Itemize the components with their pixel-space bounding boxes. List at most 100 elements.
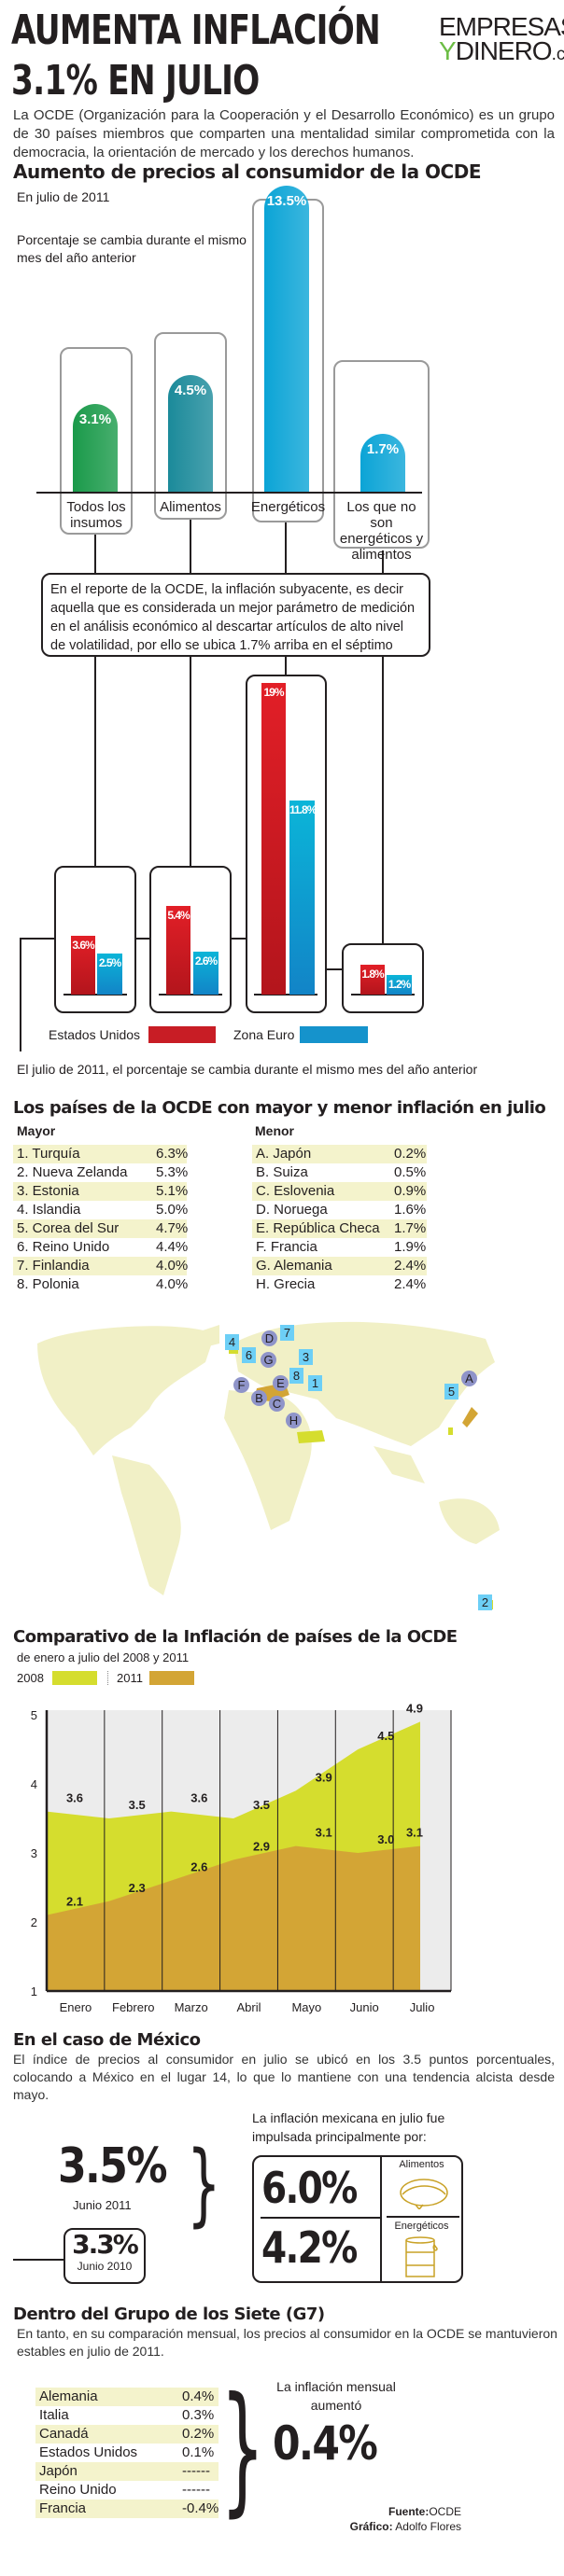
menor-label: Menor <box>255 1123 294 1138</box>
bar-us-0: 3.6% <box>71 935 95 995</box>
list-item: F. Francia 1.9% <box>252 1238 427 1257</box>
x-tick-label: Enero <box>60 2000 92 2014</box>
x-tick-label: Febrero <box>112 2000 155 2014</box>
sub-baseline <box>63 994 127 996</box>
item-value: 5.3% <box>156 1164 189 1180</box>
legend-divider <box>107 1671 108 1685</box>
baseline <box>36 492 422 494</box>
list-item: 4. Islandia 5.0% <box>13 1201 189 1219</box>
legend-2011-label: 2011 <box>117 1671 143 1685</box>
item-value: 2.4% <box>394 1258 427 1274</box>
data-label-2011: 2.1 <box>66 1895 83 1909</box>
list-item: B. Suiza 0.5% <box>252 1163 427 1182</box>
item-name: B. Suiza <box>256 1164 308 1180</box>
data-label-2008: 4.5 <box>377 1729 394 1743</box>
item-value: 5.0% <box>156 1202 189 1218</box>
list-item: 8. Polonia 4.0% <box>13 1275 189 1294</box>
title-line-2: 3.1% EN JULIO <box>11 57 260 104</box>
label-alimentos: Alimentos <box>160 499 221 515</box>
connector <box>382 657 384 943</box>
list-item: Italia 0.3% <box>35 2406 219 2425</box>
explain-box: En el reporte de la OCDE, la inflación s… <box>41 573 430 657</box>
connector <box>190 657 191 866</box>
item-name: 5. Corea del Sur <box>17 1220 120 1236</box>
data-label-2008: 4.9 <box>406 1701 423 1715</box>
connector <box>20 938 21 1051</box>
mexico-big-label: Junio 2011 <box>73 2198 132 2212</box>
connector <box>94 535 96 573</box>
x-tick-label: Junio <box>350 2000 379 2014</box>
bar-2: 13.5% <box>264 186 309 493</box>
divider <box>380 2155 382 2283</box>
legend-2008-label: 2008 <box>17 1671 44 1685</box>
mexico-driver-text: La inflación mexicana en julio fue impul… <box>252 2110 445 2144</box>
section1-note: Porcentaje se cambia durante el mismo me… <box>17 232 247 265</box>
connector <box>13 2259 63 2261</box>
graphic-line: Gráfico: Adolfo Flores <box>350 2519 461 2534</box>
list-item: 2. Nueva Zelanda 5.3% <box>13 1163 189 1182</box>
item-value: 0.9% <box>394 1183 427 1199</box>
legend-us-swatch <box>148 1026 216 1043</box>
map-marker-A: A <box>461 1371 477 1386</box>
bar-eu-2: 11.8% <box>289 801 317 995</box>
mayor-list: 1. Turquía 6.3% 2. Nueva Zelanda 5.3% 3. Est… <box>13 1145 189 1294</box>
connector <box>94 657 96 866</box>
brace-icon: } <box>187 2132 221 2236</box>
list-item: Reino Unido ------ <box>35 2481 219 2499</box>
map-marker-D: D <box>261 1330 277 1346</box>
item-name: Estados Unidos <box>39 2444 138 2460</box>
list-item: 3. Estonia 5.1% <box>13 1182 188 1201</box>
item-value: 0.5% <box>394 1164 427 1180</box>
section1-title: Aumento de precios al consumidor de la O… <box>13 160 482 183</box>
list-item: 6. Reino Unido 4.4% <box>13 1238 189 1257</box>
item-value: 2.4% <box>394 1276 427 1292</box>
item-value: 0.3% <box>182 2407 215 2423</box>
source: OCDE <box>429 2505 461 2518</box>
item-name: Reino Unido <box>39 2482 117 2498</box>
sub-baseline <box>351 994 415 996</box>
mexico-text: El índice de precios al consumidor en ju… <box>13 2052 555 2102</box>
logo-dinero: DINERO <box>455 36 553 65</box>
x-tick-label: Julio <box>410 2000 435 2014</box>
section3-title: Comparativo de la Inflación de países de… <box>13 1627 458 1647</box>
item-name: A. Japón <box>256 1146 312 1162</box>
data-label-2008: 3.6 <box>190 1791 207 1805</box>
world-map <box>37 1321 500 1609</box>
bar-us-1: 5.4% <box>166 905 190 995</box>
list-item: H. Grecia 2.4% <box>252 1275 427 1294</box>
item-name: Japón <box>39 2463 78 2479</box>
list-item: Japón ------ <box>35 2462 219 2481</box>
driver-value-energeticos: 4.2% <box>261 2222 358 2273</box>
label-todos: Todos los insumos <box>66 499 126 531</box>
connector <box>190 520 191 573</box>
item-value: 4.4% <box>156 1239 189 1255</box>
connector <box>326 968 343 970</box>
g7-table: Alemania 0.4% Italia 0.3% Canadá 0.2% Estados … <box>35 2388 219 2518</box>
map-marker-B: B <box>251 1390 267 1406</box>
driver-value-alimentos: 6.0% <box>261 2163 358 2213</box>
g7-title: Dentro del Grupo de los Siete (G7) <box>13 2304 325 2324</box>
map-marker-6: 6 <box>242 1347 256 1363</box>
data-label-2008: 3.5 <box>129 1798 146 1812</box>
bar-us-3: 1.8% <box>360 965 385 995</box>
map-marker-8: 8 <box>289 1368 303 1384</box>
list-item: Estados Unidos 0.1% <box>35 2444 219 2462</box>
item-name: Francia <box>39 2500 87 2516</box>
legend-2008-swatch <box>52 1671 97 1685</box>
g7-text: En tanto, en su comparación mensual, los… <box>17 2326 557 2359</box>
graphic-label: Gráfico: <box>349 2520 393 2533</box>
item-name: G. Alemania <box>256 1258 332 1274</box>
list-item: C. Eslovenia 0.9% <box>252 1182 427 1201</box>
list-item: E. República Checa 1.7% <box>252 1219 427 1238</box>
source-label: Fuente: <box>388 2505 430 2518</box>
bar-1: 4.5% <box>168 374 213 493</box>
list-item: G. Alemania 2.4% <box>252 1257 427 1275</box>
list-item: Francia -0.4% <box>35 2499 219 2518</box>
item-value: 4.0% <box>156 1276 189 1292</box>
source-line: Fuente:OCDE <box>350 2504 461 2519</box>
menor-list: A. Japón 0.2% B. Suiza 0.5% C. Eslovenia 0.9%… <box>252 1145 427 1294</box>
driver-label-energeticos: Energéticos <box>394 2221 449 2232</box>
y-tick-label: 1 <box>31 1984 37 1998</box>
y-tick-label: 5 <box>31 1708 37 1722</box>
g7-monthly-value: 0.4% <box>273 2416 378 2471</box>
